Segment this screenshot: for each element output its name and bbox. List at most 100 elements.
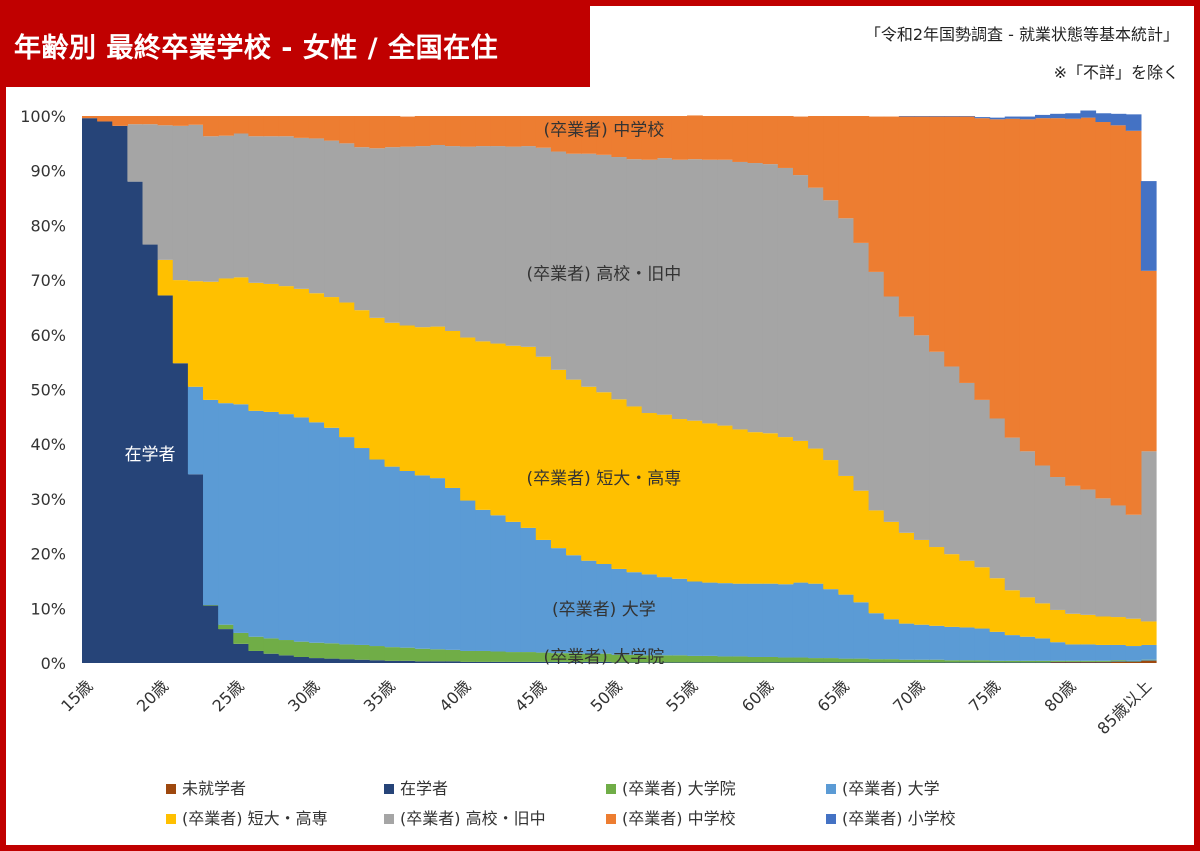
area-segment bbox=[535, 356, 552, 540]
legend-item: (卒業者) 高校・旧中 bbox=[384, 809, 546, 828]
area-segment bbox=[959, 627, 976, 661]
legend-swatch bbox=[606, 814, 616, 824]
area-segment bbox=[535, 147, 552, 357]
legend-swatch bbox=[826, 814, 836, 824]
area-segment bbox=[414, 327, 431, 476]
area-segment bbox=[792, 116, 809, 176]
area-segment bbox=[369, 317, 386, 460]
area-segment bbox=[671, 662, 688, 663]
area-segment bbox=[747, 432, 764, 584]
area-segment bbox=[414, 475, 431, 649]
legend-swatch bbox=[384, 814, 394, 824]
area-segment bbox=[520, 661, 537, 663]
area-segment bbox=[1034, 118, 1051, 466]
area-segment bbox=[883, 521, 900, 620]
area-segment bbox=[838, 475, 855, 595]
area-segment bbox=[1095, 113, 1112, 123]
title-banner: 年齢別 最終卒業学校 - 女性 / 全国在住 bbox=[6, 6, 590, 87]
area-segment bbox=[203, 136, 219, 282]
area-segment bbox=[656, 116, 673, 159]
area-segment bbox=[399, 471, 416, 648]
area-segment bbox=[278, 136, 295, 287]
area-segment bbox=[475, 341, 492, 510]
area-segment bbox=[429, 326, 446, 479]
area-segment bbox=[127, 124, 144, 182]
area-segment bbox=[989, 631, 1006, 661]
area-segment bbox=[1050, 661, 1066, 663]
area-segment bbox=[1065, 644, 1081, 661]
area-segment bbox=[324, 427, 340, 644]
area-segment bbox=[989, 578, 1006, 632]
area-segment bbox=[1080, 662, 1097, 663]
area-segment bbox=[747, 163, 764, 433]
area-segment bbox=[172, 116, 189, 126]
area-segment bbox=[1065, 660, 1081, 662]
area-segment bbox=[308, 642, 325, 659]
area-segment bbox=[762, 164, 779, 434]
area-segment bbox=[550, 661, 567, 663]
area-segment bbox=[702, 662, 718, 663]
area-segment bbox=[1125, 661, 1142, 663]
area-segment bbox=[898, 662, 915, 663]
area-segment bbox=[792, 657, 809, 663]
area-segment bbox=[1050, 662, 1066, 663]
area-segment bbox=[913, 116, 930, 117]
area-segment bbox=[777, 584, 794, 658]
area-segment bbox=[581, 560, 597, 654]
area-segment bbox=[308, 116, 325, 139]
area-segment bbox=[1034, 638, 1051, 661]
area-segment bbox=[1034, 603, 1051, 639]
area-segment bbox=[929, 547, 945, 626]
area-segment bbox=[671, 655, 688, 663]
area-segment bbox=[354, 659, 371, 663]
area-segment bbox=[1034, 465, 1051, 604]
area-segment bbox=[868, 662, 885, 663]
area-segment bbox=[566, 379, 582, 556]
area-segment bbox=[308, 293, 325, 423]
area-segment bbox=[475, 116, 492, 147]
area-segment bbox=[550, 369, 567, 549]
area-segment bbox=[1065, 613, 1081, 645]
area-segment bbox=[1110, 661, 1127, 663]
y-tick-label: 0% bbox=[41, 654, 66, 673]
area-segment bbox=[399, 647, 416, 661]
series-3 bbox=[187, 386, 1157, 661]
area-segment bbox=[1110, 660, 1127, 662]
area-segment bbox=[248, 136, 265, 283]
area-segment bbox=[762, 116, 779, 165]
area-segment bbox=[913, 539, 930, 625]
area-segment bbox=[460, 146, 476, 338]
area-segment bbox=[203, 116, 219, 137]
area-segment bbox=[687, 581, 703, 656]
area-segment bbox=[929, 625, 945, 660]
area-segment bbox=[1095, 662, 1112, 663]
area-segment bbox=[1110, 661, 1127, 662]
area-segment bbox=[429, 661, 446, 663]
legend-item: (卒業者) 小学校 bbox=[826, 809, 956, 828]
area-segment bbox=[157, 295, 174, 663]
area-segment bbox=[520, 346, 537, 528]
area-segment bbox=[762, 583, 779, 657]
area-segment bbox=[369, 660, 386, 663]
area-segment bbox=[414, 146, 431, 328]
area-segment bbox=[717, 662, 734, 663]
area-segment bbox=[535, 661, 552, 663]
area-segment bbox=[717, 583, 734, 657]
area-segment bbox=[1140, 659, 1157, 661]
chart-title: 年齢別 最終卒業学校 - 女性 / 全国在住 bbox=[14, 33, 499, 64]
x-tick-label: 85歳以上 bbox=[1093, 676, 1155, 738]
area-segment bbox=[1019, 119, 1036, 452]
series-0 bbox=[1050, 660, 1157, 663]
area-segment bbox=[566, 555, 582, 654]
area-segment bbox=[717, 159, 734, 426]
area-segment bbox=[913, 659, 930, 663]
area-segment bbox=[762, 433, 779, 584]
area-segment bbox=[1140, 270, 1157, 452]
area-segment bbox=[1004, 116, 1021, 119]
area-segment bbox=[1080, 110, 1097, 118]
area-segment bbox=[1110, 125, 1127, 506]
area-segment bbox=[505, 652, 522, 662]
area-segment bbox=[1050, 113, 1066, 119]
area-segment bbox=[641, 159, 658, 414]
y-tick-label: 10% bbox=[30, 599, 66, 618]
